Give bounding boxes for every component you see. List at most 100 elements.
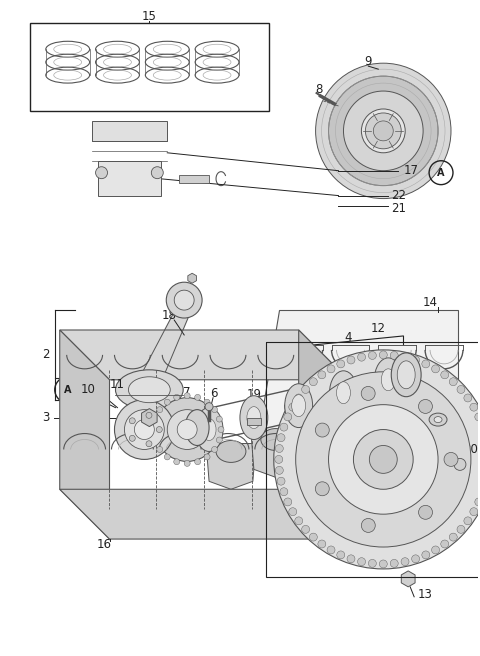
- Ellipse shape: [401, 558, 409, 565]
- Ellipse shape: [276, 445, 283, 453]
- Ellipse shape: [285, 384, 312, 428]
- Text: 6: 6: [210, 387, 218, 400]
- Ellipse shape: [337, 360, 345, 368]
- Circle shape: [315, 482, 329, 496]
- Circle shape: [365, 113, 401, 149]
- Text: 2: 2: [42, 348, 50, 361]
- Ellipse shape: [164, 454, 170, 460]
- Ellipse shape: [301, 525, 310, 533]
- Ellipse shape: [292, 395, 306, 417]
- Text: 4: 4: [345, 331, 352, 344]
- Circle shape: [328, 76, 438, 186]
- Circle shape: [177, 420, 197, 440]
- Text: 17: 17: [403, 164, 418, 177]
- Text: 10: 10: [80, 383, 95, 396]
- Ellipse shape: [152, 416, 158, 422]
- Ellipse shape: [295, 394, 303, 402]
- Ellipse shape: [277, 434, 285, 441]
- Polygon shape: [340, 407, 390, 453]
- Ellipse shape: [475, 498, 480, 506]
- Text: 3: 3: [42, 411, 50, 424]
- Polygon shape: [259, 310, 458, 430]
- Text: 7: 7: [183, 386, 191, 400]
- Ellipse shape: [306, 417, 336, 438]
- Ellipse shape: [284, 413, 292, 421]
- Polygon shape: [60, 489, 348, 539]
- Ellipse shape: [289, 508, 297, 516]
- Ellipse shape: [479, 423, 480, 431]
- Ellipse shape: [347, 555, 355, 563]
- Ellipse shape: [218, 426, 224, 432]
- Ellipse shape: [337, 551, 345, 559]
- Ellipse shape: [391, 353, 421, 397]
- Circle shape: [129, 418, 135, 424]
- Ellipse shape: [327, 546, 335, 554]
- Ellipse shape: [310, 533, 317, 541]
- Polygon shape: [60, 330, 348, 380]
- Ellipse shape: [216, 440, 246, 462]
- Ellipse shape: [157, 447, 163, 453]
- Ellipse shape: [185, 409, 209, 445]
- Ellipse shape: [379, 560, 387, 568]
- Ellipse shape: [202, 419, 216, 440]
- Circle shape: [361, 386, 375, 400]
- Ellipse shape: [204, 400, 210, 405]
- Text: A: A: [437, 168, 445, 178]
- Text: 20: 20: [463, 443, 478, 456]
- Ellipse shape: [401, 353, 409, 361]
- Circle shape: [146, 441, 152, 447]
- Ellipse shape: [157, 407, 163, 413]
- Text: A: A: [64, 384, 72, 395]
- Circle shape: [146, 413, 152, 419]
- Ellipse shape: [412, 356, 420, 364]
- Ellipse shape: [441, 371, 449, 379]
- Ellipse shape: [212, 447, 217, 453]
- Ellipse shape: [434, 417, 442, 422]
- Ellipse shape: [164, 400, 170, 405]
- Circle shape: [124, 409, 164, 449]
- Ellipse shape: [195, 394, 201, 400]
- Circle shape: [129, 436, 135, 441]
- Text: 18: 18: [162, 308, 177, 321]
- Circle shape: [361, 109, 405, 153]
- Polygon shape: [296, 420, 346, 465]
- Ellipse shape: [150, 426, 156, 432]
- Ellipse shape: [318, 540, 326, 548]
- Ellipse shape: [152, 437, 158, 443]
- Text: 8: 8: [315, 83, 322, 96]
- Circle shape: [96, 167, 108, 178]
- Circle shape: [156, 398, 219, 461]
- Ellipse shape: [479, 488, 480, 496]
- Ellipse shape: [347, 356, 355, 364]
- Ellipse shape: [116, 370, 183, 409]
- Ellipse shape: [295, 517, 303, 525]
- Ellipse shape: [284, 498, 292, 506]
- Ellipse shape: [368, 560, 376, 567]
- Ellipse shape: [429, 413, 447, 426]
- Circle shape: [151, 167, 163, 178]
- Ellipse shape: [350, 403, 380, 426]
- Text: 14: 14: [423, 296, 438, 308]
- Circle shape: [274, 350, 480, 569]
- Bar: [266, 342, 480, 577]
- Ellipse shape: [261, 428, 291, 451]
- Text: 19: 19: [246, 388, 262, 401]
- Ellipse shape: [174, 394, 180, 400]
- Ellipse shape: [358, 353, 366, 361]
- Text: 21: 21: [391, 202, 406, 215]
- Ellipse shape: [390, 560, 398, 567]
- Ellipse shape: [129, 377, 170, 403]
- Ellipse shape: [204, 454, 210, 460]
- Circle shape: [167, 409, 207, 449]
- Circle shape: [134, 420, 154, 440]
- Circle shape: [115, 400, 174, 459]
- Ellipse shape: [277, 477, 285, 485]
- Ellipse shape: [216, 416, 222, 422]
- Circle shape: [156, 426, 162, 432]
- Ellipse shape: [336, 382, 350, 403]
- Ellipse shape: [432, 546, 440, 554]
- Ellipse shape: [289, 403, 297, 411]
- Bar: [92, 121, 167, 141]
- Ellipse shape: [174, 290, 194, 310]
- Circle shape: [328, 405, 438, 514]
